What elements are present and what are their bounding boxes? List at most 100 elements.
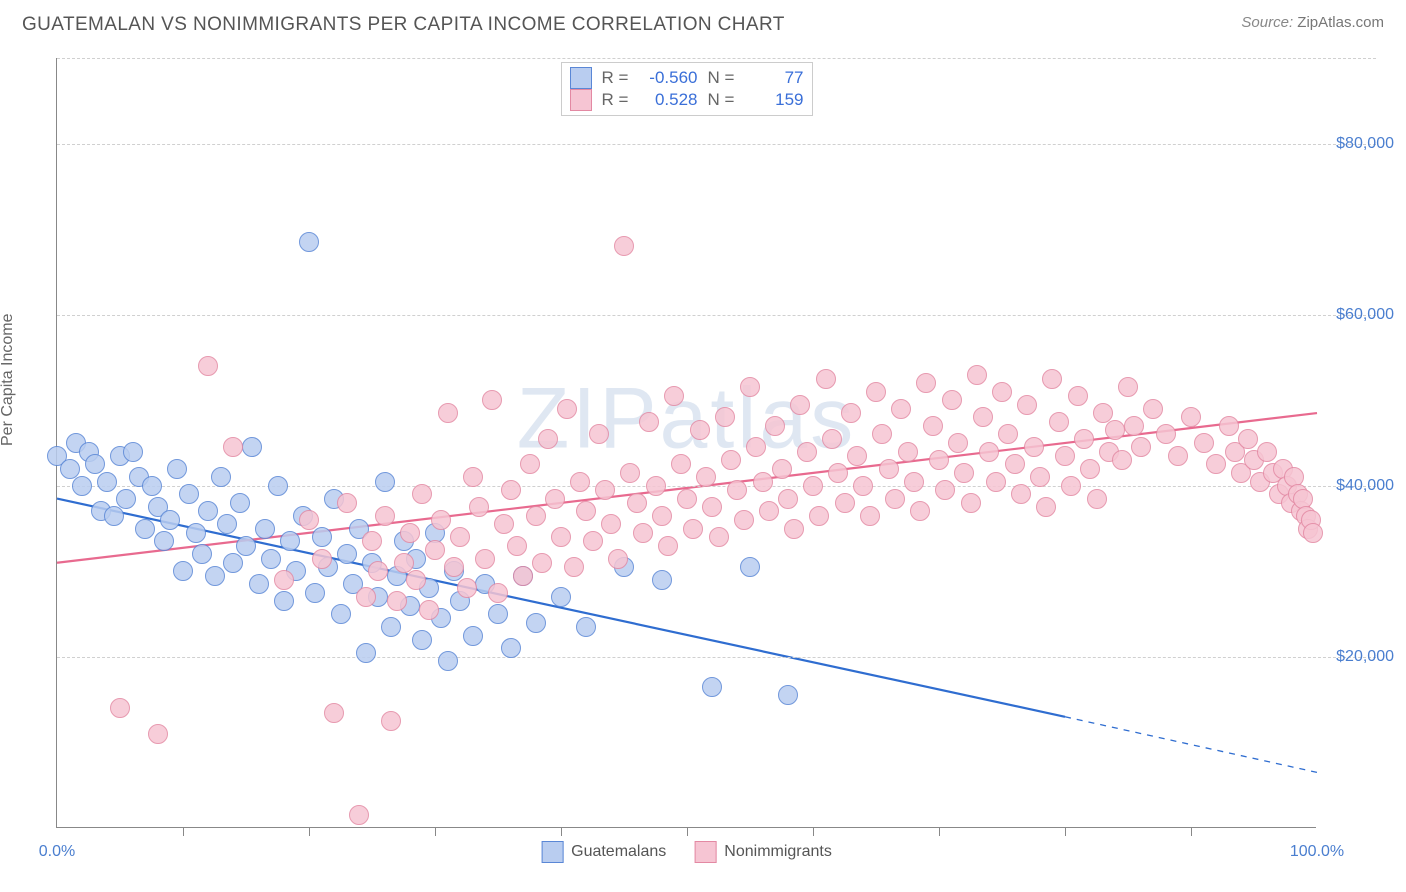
scatter-point-nonimmigrants [967,365,987,385]
scatter-point-nonimmigrants [992,382,1012,402]
scatter-point-nonimmigrants [482,390,502,410]
scatter-point-guatemalans [223,553,243,573]
stats-box: R =-0.560N =77R =0.528N =159 [561,62,813,116]
scatter-point-nonimmigrants [961,493,981,513]
scatter-point-guatemalans [186,523,206,543]
trend-line-dashed-guatemalans [1065,717,1317,773]
scatter-point-nonimmigrants [381,711,401,731]
scatter-point-nonimmigrants [1206,454,1226,474]
x-tick [183,827,184,836]
scatter-point-guatemalans [652,570,672,590]
scatter-point-nonimmigrants [753,472,773,492]
scatter-point-nonimmigrants [1042,369,1062,389]
scatter-point-nonimmigrants [891,399,911,419]
stats-row-guatemalans: R =-0.560N =77 [570,67,804,89]
scatter-point-nonimmigrants [469,497,489,517]
source-name: ZipAtlas.com [1297,14,1384,31]
scatter-point-nonimmigrants [570,472,590,492]
scatter-point-nonimmigrants [337,493,357,513]
legend: Guatemalans Nonimmigrants [541,841,832,863]
scatter-point-nonimmigrants [633,523,653,543]
scatter-point-guatemalans [135,519,155,539]
y-tick-label: $20,000 [1322,648,1394,666]
scatter-point-nonimmigrants [916,373,936,393]
scatter-point-nonimmigrants [419,600,439,620]
scatter-point-guatemalans [60,459,80,479]
scatter-point-nonimmigrants [929,450,949,470]
scatter-point-nonimmigrants [589,424,609,444]
scatter-point-nonimmigrants [431,510,451,530]
x-tick-label: 0.0% [39,843,75,861]
scatter-point-nonimmigrants [746,437,766,457]
scatter-point-nonimmigrants [1068,386,1088,406]
scatter-point-nonimmigrants [557,399,577,419]
scatter-point-nonimmigrants [148,724,168,744]
scatter-point-nonimmigrants [444,557,464,577]
scatter-point-guatemalans [154,531,174,551]
scatter-point-guatemalans [249,574,269,594]
scatter-point-guatemalans [198,501,218,521]
scatter-point-nonimmigrants [948,433,968,453]
scatter-point-guatemalans [488,604,508,624]
scatter-point-nonimmigrants [545,489,565,509]
scatter-point-nonimmigrants [658,536,678,556]
scatter-point-nonimmigrants [513,566,533,586]
scatter-point-nonimmigrants [507,536,527,556]
scatter-point-guatemalans [167,459,187,479]
scatter-point-nonimmigrants [860,506,880,526]
scatter-point-guatemalans [274,591,294,611]
scatter-point-nonimmigrants [601,514,621,534]
scatter-point-nonimmigrants [1156,424,1176,444]
x-tick [687,827,688,836]
x-tick-label: 100.0% [1290,843,1344,861]
scatter-point-nonimmigrants [526,506,546,526]
scatter-point-nonimmigrants [223,437,243,457]
scatter-point-guatemalans [261,549,281,569]
scatter-point-nonimmigrants [1105,420,1125,440]
scatter-point-nonimmigrants [841,403,861,423]
scatter-point-nonimmigrants [740,377,760,397]
scatter-point-nonimmigrants [576,501,596,521]
scatter-point-nonimmigrants [898,442,918,462]
scatter-point-nonimmigrants [803,476,823,496]
scatter-point-nonimmigrants [1194,433,1214,453]
scatter-point-nonimmigrants [564,557,584,577]
scatter-point-nonimmigrants [872,424,892,444]
scatter-point-nonimmigrants [727,480,747,500]
scatter-point-nonimmigrants [595,480,615,500]
scatter-point-nonimmigrants [1024,437,1044,457]
scatter-point-nonimmigrants [412,484,432,504]
scatter-point-nonimmigrants [501,480,521,500]
scatter-point-nonimmigrants [110,698,130,718]
scatter-point-nonimmigrants [1168,446,1188,466]
scatter-point-nonimmigrants [1036,497,1056,517]
legend-label: Nonimmigrants [724,843,832,861]
scatter-point-guatemalans [230,493,250,513]
scatter-point-nonimmigrants [620,463,640,483]
scatter-point-nonimmigrants [457,578,477,598]
grid-line [57,315,1376,316]
scatter-point-nonimmigrants [1118,377,1138,397]
scatter-point-nonimmigrants [551,527,571,547]
scatter-point-nonimmigrants [885,489,905,509]
x-tick [1191,827,1192,836]
scatter-point-guatemalans [438,651,458,671]
scatter-point-nonimmigrants [784,519,804,539]
stat-value-r: 0.528 [640,90,698,110]
scatter-point-nonimmigrants [809,506,829,526]
scatter-point-nonimmigrants [765,416,785,436]
scatter-point-nonimmigrants [312,549,332,569]
scatter-point-nonimmigrants [646,476,666,496]
scatter-point-nonimmigrants [438,403,458,423]
stat-label-n: N = [708,68,736,88]
source-label: Source: [1241,14,1293,31]
scatter-point-guatemalans [123,442,143,462]
scatter-point-guatemalans [160,510,180,530]
scatter-point-nonimmigrants [1303,523,1323,543]
scatter-point-nonimmigrants [1124,416,1144,436]
stat-label-n: N = [708,90,736,110]
legend-item-guatemalans: Guatemalans [541,841,666,863]
scatter-point-nonimmigrants [400,523,420,543]
legend-swatch [694,841,716,863]
scatter-point-nonimmigrants [406,570,426,590]
